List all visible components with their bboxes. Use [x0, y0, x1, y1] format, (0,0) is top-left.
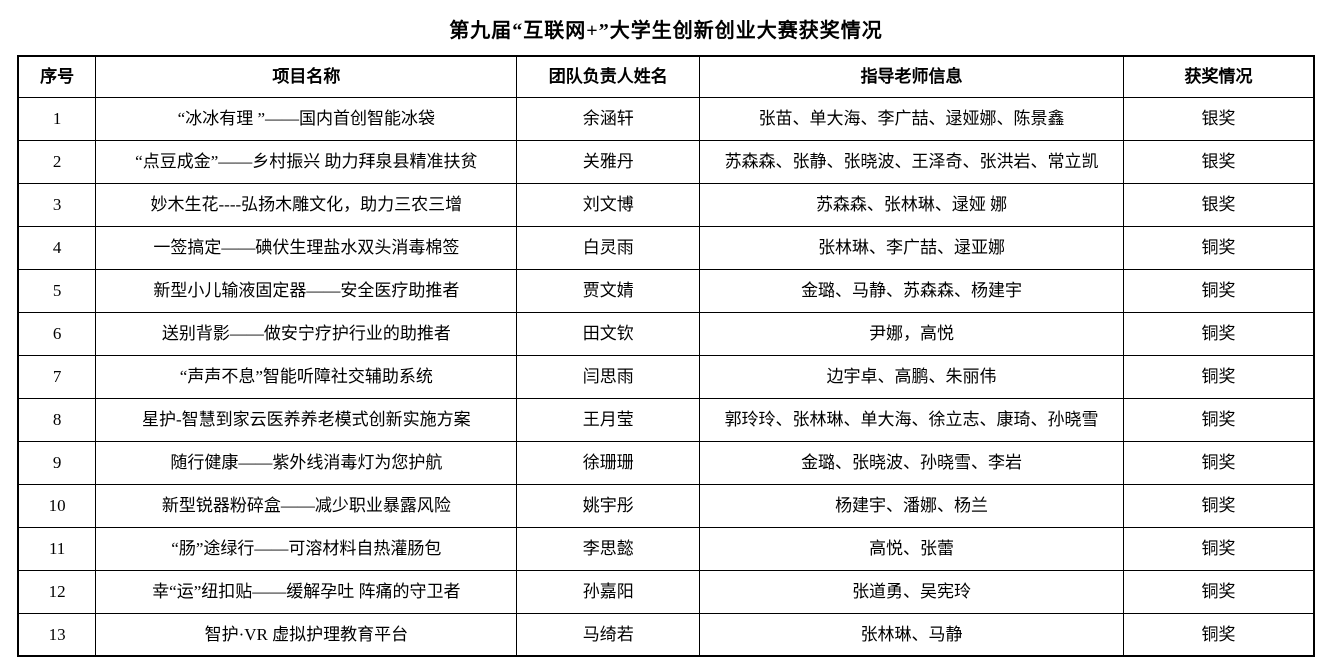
column-header-advisor-info: 指导老师信息 — [699, 55, 1124, 98]
table-row: 9 随行健康——紫外线消毒灯为您护航 徐珊珊 金璐、张晓波、孙晓雪、李岩 铜奖 — [17, 440, 1315, 485]
table-row: 5 新型小儿输液固定器——安全医疗助推者 贾文婧 金璐、马静、苏森森、杨建宇 铜奖 — [17, 268, 1315, 313]
award-table: 序号 项目名称 团队负责人姓名 指导老师信息 获奖情况 1 “冰冰有理 ”——国内… — [17, 55, 1315, 657]
advisor-info: 杨建宇、潘娜、杨兰 — [699, 483, 1124, 528]
award-status: 铜奖 — [1122, 526, 1315, 571]
table-row: 8 星护-智慧到家云医养养老模式创新实施方案 王月莹 郭玲玲、张林琳、单大海、徐立志、… — [17, 397, 1315, 442]
advisor-info: 张道勇、吴宪玲 — [699, 569, 1124, 614]
table-body: 1 “冰冰有理 ”——国内首创智能冰袋 余涵轩 张苗、单大海、李广喆、逯娅娜、陈景鑫银… — [17, 96, 1315, 657]
project-name: 星护-智慧到家云医养养老模式创新实施方案 — [95, 397, 518, 442]
table-row: 7 “声声不息”智能听障社交辅助系统 闫思雨 边宇卓、高鹏、朱丽伟 铜奖 — [17, 354, 1315, 399]
row-number: 6 — [17, 311, 97, 356]
advisor-info: 边宇卓、高鹏、朱丽伟 — [699, 354, 1124, 399]
award-status: 铜奖 — [1122, 225, 1315, 270]
table-row: 4 一签搞定——碘伏生理盐水双头消毒棉签 白灵雨 张林琳、李广喆、逯亚娜 铜奖 — [17, 225, 1315, 270]
advisor-info: 张苗、单大海、李广喆、逯娅娜、陈景鑫 — [699, 96, 1124, 141]
project-name: “肠”途绿行——可溶材料自热灌肠包 — [95, 526, 518, 571]
team-leader-name: 姚宇彤 — [516, 483, 701, 528]
row-number: 8 — [17, 397, 97, 442]
row-number: 3 — [17, 182, 97, 227]
row-number: 2 — [17, 139, 97, 184]
team-leader-name: 徐珊珊 — [516, 440, 701, 485]
project-name: “冰冰有理 ”——国内首创智能冰袋 — [95, 96, 518, 141]
project-name: 送别背影——做安宁疗护行业的助推者 — [95, 311, 518, 356]
team-leader-name: 刘文博 — [516, 182, 701, 227]
project-name: 妙木生花----弘扬木雕文化，助力三农三增 — [95, 182, 518, 227]
advisor-info: 苏森森、张静、张晓波、王泽奇、张洪岩、常立凯 — [699, 139, 1124, 184]
team-leader-name: 白灵雨 — [516, 225, 701, 270]
project-name: 新型小儿输液固定器——安全医疗助推者 — [95, 268, 518, 313]
row-number: 12 — [17, 569, 97, 614]
row-number: 11 — [17, 526, 97, 571]
table-row: 6 送别背影——做安宁疗护行业的助推者 田文钦 尹娜，高悦 铜奖 — [17, 311, 1315, 356]
advisor-info: 张林琳、马静 — [699, 612, 1124, 657]
award-status: 铜奖 — [1122, 569, 1315, 614]
advisor-info: 金璐、马静、苏森森、杨建宇 — [699, 268, 1124, 313]
column-header-project: 项目名称 — [95, 55, 518, 98]
table-header: 序号 项目名称 团队负责人姓名 指导老师信息 获奖情况 — [17, 55, 1315, 98]
project-name: “点豆成金”——乡村振兴 助力拜泉县精准扶贫 — [95, 139, 518, 184]
award-status: 银奖 — [1122, 182, 1315, 227]
team-leader-name: 贾文婧 — [516, 268, 701, 313]
team-leader-name: 余涵轩 — [516, 96, 701, 141]
row-number: 5 — [17, 268, 97, 313]
advisor-info: 高悦、张蕾 — [699, 526, 1124, 571]
row-number: 1 — [17, 96, 97, 141]
advisor-info: 金璐、张晓波、孙晓雪、李岩 — [699, 440, 1124, 485]
award-status: 铜奖 — [1122, 483, 1315, 528]
award-status: 铜奖 — [1122, 440, 1315, 485]
row-number: 13 — [17, 612, 97, 657]
award-status: 银奖 — [1122, 96, 1315, 141]
team-leader-name: 闫思雨 — [516, 354, 701, 399]
row-number: 7 — [17, 354, 97, 399]
team-leader-name: 马绮若 — [516, 612, 701, 657]
award-status: 铜奖 — [1122, 612, 1315, 657]
project-name: 幸“运”纽扣贴——缓解孕吐 阵痛的守卫者 — [95, 569, 518, 614]
table-row: 10 新型锐器粉碎盒——减少职业暴露风险 姚宇彤 杨建宇、潘娜、杨兰 铜奖 — [17, 483, 1315, 528]
advisor-info: 张林琳、李广喆、逯亚娜 — [699, 225, 1124, 270]
award-status: 铜奖 — [1122, 311, 1315, 356]
row-number: 4 — [17, 225, 97, 270]
advisor-info: 郭玲玲、张林琳、单大海、徐立志、康琦、孙晓雪 — [699, 397, 1124, 442]
advisor-info: 苏森森、张林琳、逯娅 娜 — [699, 182, 1124, 227]
advisor-info: 尹娜，高悦 — [699, 311, 1124, 356]
team-leader-name: 李思懿 — [516, 526, 701, 571]
table-row: 1 “冰冰有理 ”——国内首创智能冰袋 余涵轩 张苗、单大海、李广喆、逯娅娜、陈景鑫银… — [17, 96, 1315, 141]
team-leader-name: 关雅丹 — [516, 139, 701, 184]
table-row: 13 智护·VR 虚拟护理教育平台 马绮若 张林琳、马静 铜奖 — [17, 612, 1315, 657]
team-leader-name: 孙嘉阳 — [516, 569, 701, 614]
table-row: 3 妙木生花----弘扬木雕文化，助力三农三增 刘文博 苏森森、张林琳、逯娅 娜银奖 — [17, 182, 1315, 227]
team-leader-name: 王月莹 — [516, 397, 701, 442]
project-name: 智护·VR 虚拟护理教育平台 — [95, 612, 518, 657]
table-row: 2 “点豆成金”——乡村振兴 助力拜泉县精准扶贫 关雅丹 苏森森、张静、张晓波、王泽奇… — [17, 139, 1315, 184]
project-name: 新型锐器粉碎盒——减少职业暴露风险 — [95, 483, 518, 528]
row-number: 10 — [17, 483, 97, 528]
award-status: 银奖 — [1122, 139, 1315, 184]
column-header-number: 序号 — [17, 55, 97, 98]
table-row: 12 幸“运”纽扣贴——缓解孕吐 阵痛的守卫者 孙嘉阳 张道勇、吴宪玲 铜奖 — [17, 569, 1315, 614]
row-number: 9 — [17, 440, 97, 485]
project-name: 随行健康——紫外线消毒灯为您护航 — [95, 440, 518, 485]
column-header-team-leader: 团队负责人姓名 — [516, 55, 701, 98]
column-header-award: 获奖情况 — [1122, 55, 1315, 98]
project-name: 一签搞定——碘伏生理盐水双头消毒棉签 — [95, 225, 518, 270]
page-title: 第九届“互联网+”大学生创新创业大赛获奖情况 — [449, 20, 883, 42]
award-status: 铜奖 — [1122, 397, 1315, 442]
award-status: 铜奖 — [1122, 268, 1315, 313]
table-header-row: 序号 项目名称 团队负责人姓名 指导老师信息 获奖情况 — [17, 55, 1315, 98]
team-leader-name: 田文钦 — [516, 311, 701, 356]
award-status: 铜奖 — [1122, 354, 1315, 399]
project-name: “声声不息”智能听障社交辅助系统 — [95, 354, 518, 399]
table-row: 11 “肠”途绿行——可溶材料自热灌肠包 李思懿 高悦、张蕾 铜奖 — [17, 526, 1315, 571]
